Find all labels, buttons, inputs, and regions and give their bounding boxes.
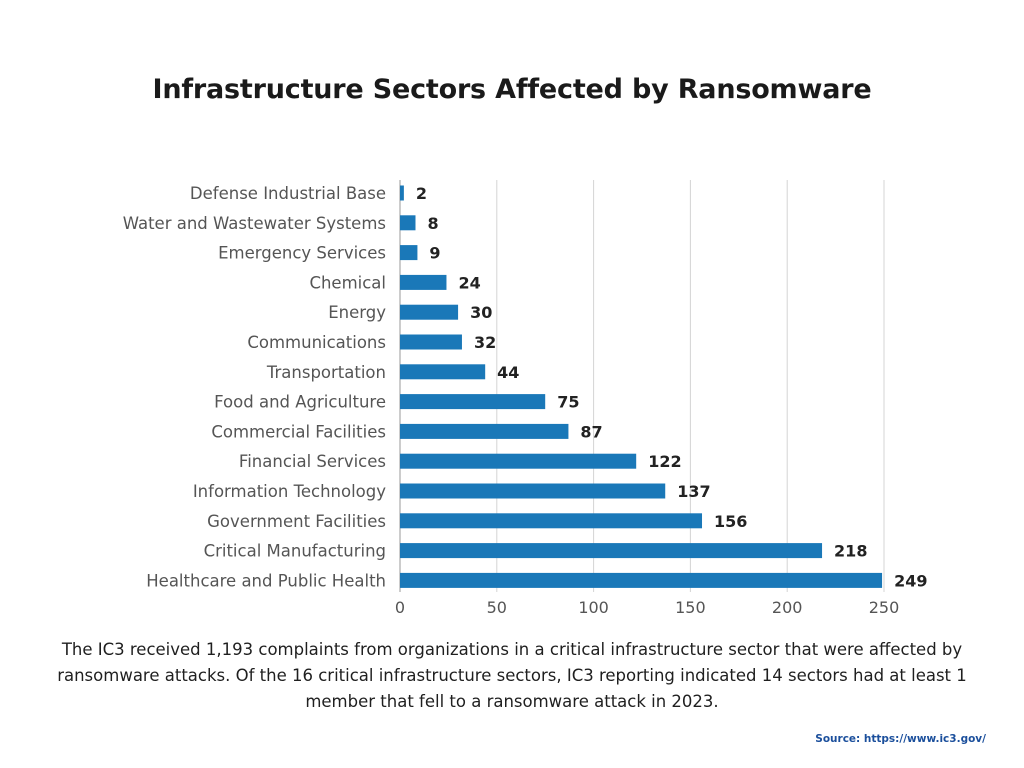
category-label-commercial-facilities: Commercial Facilities xyxy=(211,422,386,441)
category-label-energy: Energy xyxy=(328,303,386,322)
bar-energy xyxy=(400,304,459,320)
category-label-government-facilities: Government Facilities xyxy=(207,512,386,531)
value-label-defense-industrial-base: 2 xyxy=(416,184,427,203)
bar-transportation xyxy=(400,364,486,380)
value-label-financial-services: 122 xyxy=(648,452,681,471)
value-label-information-technology: 137 xyxy=(677,482,710,501)
bar-defense-industrial-base xyxy=(400,185,404,201)
value-label-government-facilities: 156 xyxy=(714,512,747,531)
value-label-chemical: 24 xyxy=(458,273,480,292)
category-label-communications: Communications xyxy=(247,333,386,352)
value-label-healthcare-and-public-health: 249 xyxy=(894,571,927,590)
x-tick-label-200: 200 xyxy=(772,598,803,617)
x-tick-label-250: 250 xyxy=(869,598,900,617)
bar-commercial-facilities xyxy=(400,423,569,439)
category-label-financial-services: Financial Services xyxy=(239,452,386,471)
x-tick-label-50: 50 xyxy=(487,598,507,617)
bar-emergency-services xyxy=(400,245,418,261)
bar-government-facilities xyxy=(400,513,703,529)
bar-water-and-wastewater-systems xyxy=(400,215,416,231)
value-label-communications: 32 xyxy=(474,333,496,352)
x-tick-label-100: 100 xyxy=(578,598,609,617)
value-label-commercial-facilities: 87 xyxy=(580,422,602,441)
bar-information-technology xyxy=(400,483,666,499)
value-label-emergency-services: 9 xyxy=(429,244,440,263)
bar-financial-services xyxy=(400,453,637,469)
bar-critical-manufacturing xyxy=(400,543,823,559)
x-tick-label-0: 0 xyxy=(395,598,405,617)
category-label-chemical: Chemical xyxy=(309,273,386,292)
value-label-critical-manufacturing: 218 xyxy=(834,542,867,561)
value-label-water-and-wastewater-systems: 8 xyxy=(427,214,438,233)
bar-food-and-agriculture xyxy=(400,394,546,410)
category-label-water-and-wastewater-systems: Water and Wastewater Systems xyxy=(123,214,386,233)
x-tick-label-150: 150 xyxy=(675,598,706,617)
bar-communications xyxy=(400,334,462,350)
value-label-food-and-agriculture: 75 xyxy=(557,393,579,412)
source-link[interactable]: Source: https://www.ic3.gov/ xyxy=(815,733,986,745)
chart-title: Infrastructure Sectors Affected by Ranso… xyxy=(152,74,872,105)
chart-caption: The IC3 received 1,193 complaints from o… xyxy=(57,640,967,711)
category-label-healthcare-and-public-health: Healthcare and Public Health xyxy=(146,571,386,590)
bar-chemical xyxy=(400,274,447,290)
category-label-food-and-agriculture: Food and Agriculture xyxy=(214,393,386,412)
bar-healthcare-and-public-health xyxy=(400,572,883,588)
value-label-energy: 30 xyxy=(470,303,492,322)
category-label-transportation: Transportation xyxy=(266,363,386,382)
value-label-transportation: 44 xyxy=(497,363,519,382)
category-label-information-technology: Information Technology xyxy=(193,482,386,501)
category-label-critical-manufacturing: Critical Manufacturing xyxy=(204,542,386,561)
category-label-defense-industrial-base: Defense Industrial Base xyxy=(190,184,386,203)
category-label-emergency-services: Emergency Services xyxy=(218,244,386,263)
